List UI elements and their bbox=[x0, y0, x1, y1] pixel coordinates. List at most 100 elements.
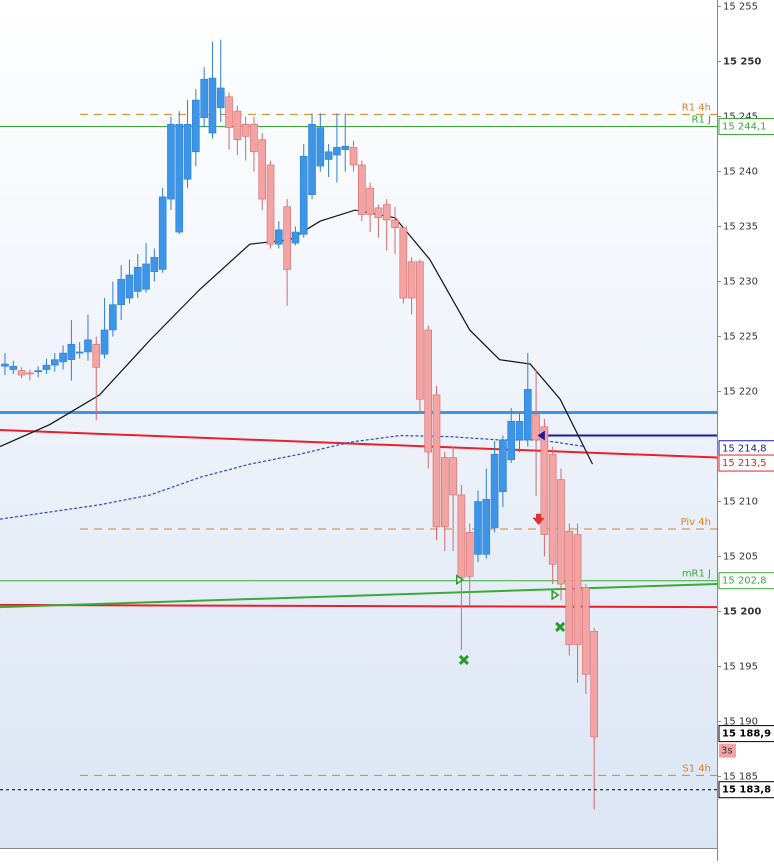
candle-body bbox=[183, 123, 192, 180]
candle-body bbox=[34, 370, 42, 373]
y-tick-label: 15 225 bbox=[723, 332, 758, 343]
candle-body bbox=[142, 263, 150, 290]
candle-body bbox=[250, 123, 258, 153]
candle-body bbox=[133, 266, 142, 292]
candle-body bbox=[341, 145, 350, 150]
candle-body bbox=[449, 457, 457, 496]
candle-body bbox=[92, 343, 101, 368]
candle-body bbox=[275, 229, 283, 245]
candle-body bbox=[208, 77, 217, 134]
y-tick-label: 15 200 bbox=[723, 607, 761, 618]
y-tick-label: 15 235 bbox=[723, 222, 758, 233]
price-label: 15 244,1 bbox=[722, 121, 767, 132]
price-label: 15 202,8 bbox=[722, 576, 767, 587]
y-tick-label: 15 250 bbox=[723, 57, 761, 68]
y-tick-label: 15 245 bbox=[723, 112, 758, 123]
candle-body bbox=[26, 372, 34, 375]
candle-body bbox=[573, 534, 582, 645]
candle-body bbox=[565, 530, 574, 645]
candle-body bbox=[399, 227, 408, 299]
price-box bbox=[718, 725, 774, 743]
candle-body bbox=[523, 389, 532, 441]
candle-body bbox=[216, 87, 225, 109]
candle-body bbox=[482, 499, 491, 555]
candle-body bbox=[424, 329, 433, 453]
candle-body bbox=[109, 304, 117, 331]
candle-body bbox=[17, 370, 26, 376]
candle-body bbox=[200, 78, 208, 118]
y-tick-label: 15 210 bbox=[723, 497, 758, 508]
candle-body bbox=[333, 147, 341, 156]
candle-body bbox=[100, 329, 109, 355]
price-box bbox=[718, 454, 774, 472]
candle-body bbox=[349, 147, 358, 166]
candle-body bbox=[416, 261, 424, 400]
price-label: 15 213,5 bbox=[722, 458, 767, 469]
candle-body bbox=[457, 494, 466, 578]
timer-box bbox=[719, 743, 736, 758]
candle-body bbox=[1, 363, 9, 367]
candle-body bbox=[316, 127, 325, 167]
candle-body bbox=[42, 364, 51, 370]
candle-body bbox=[391, 219, 399, 228]
moving-average bbox=[0, 209, 594, 465]
y-tick-label: 15 240 bbox=[723, 167, 758, 178]
candle-body bbox=[175, 123, 184, 233]
price-label: 15 214,8 bbox=[722, 444, 767, 455]
candle-body bbox=[75, 351, 84, 354]
marker bbox=[458, 654, 469, 665]
candle-body bbox=[150, 257, 159, 272]
candle-body bbox=[548, 453, 557, 565]
candle-body bbox=[407, 261, 416, 299]
price-label: 15 183,8 bbox=[722, 785, 771, 796]
candle-body bbox=[515, 420, 524, 441]
candle-body bbox=[324, 151, 333, 160]
candle-body bbox=[167, 123, 175, 200]
candle-body bbox=[233, 110, 242, 140]
candle-body bbox=[158, 196, 167, 270]
plot-background bbox=[0, 0, 717, 848]
y-tick-label: 15 255 bbox=[723, 2, 758, 13]
y-tick-label: 15 195 bbox=[723, 662, 758, 673]
y-tick-label: 15 230 bbox=[723, 277, 758, 288]
price-label: 15 188,9 bbox=[722, 729, 771, 740]
candle-body bbox=[299, 155, 308, 235]
level-label: S1 4h bbox=[682, 763, 711, 774]
level-label: Piv 4h bbox=[681, 517, 711, 528]
candle-body bbox=[590, 631, 598, 738]
price-box bbox=[718, 572, 774, 590]
candle-body bbox=[67, 343, 76, 360]
candle-body bbox=[9, 365, 18, 370]
y-tick-label: 15 185 bbox=[723, 772, 758, 783]
marker bbox=[555, 621, 566, 632]
candle-body bbox=[557, 479, 565, 585]
y-tick-label: 15 205 bbox=[723, 552, 758, 563]
candle-body bbox=[50, 359, 59, 366]
candle-body bbox=[225, 96, 233, 128]
candle-body bbox=[84, 339, 92, 353]
candle-body bbox=[283, 206, 291, 270]
marker bbox=[551, 589, 560, 601]
candle-body bbox=[441, 457, 449, 528]
candle-body bbox=[465, 532, 474, 577]
level-label: R1 J bbox=[692, 114, 711, 125]
candle-body bbox=[192, 99, 200, 153]
candle-body bbox=[432, 394, 441, 528]
price-box bbox=[718, 117, 774, 135]
trendline bbox=[0, 583, 718, 609]
candle-body bbox=[582, 587, 590, 675]
marker bbox=[455, 574, 465, 586]
level-label: R1 4h bbox=[682, 102, 711, 113]
y-tick-label: 15 220 bbox=[723, 387, 758, 398]
candle-body bbox=[258, 139, 267, 200]
candle-body bbox=[366, 187, 374, 215]
candle-body bbox=[291, 231, 300, 244]
level-label: mR1 J bbox=[682, 569, 711, 580]
candle-body bbox=[540, 426, 549, 535]
price-box bbox=[718, 781, 774, 799]
marker bbox=[532, 513, 545, 526]
candle-body bbox=[474, 501, 482, 555]
candle-body bbox=[382, 204, 391, 221]
